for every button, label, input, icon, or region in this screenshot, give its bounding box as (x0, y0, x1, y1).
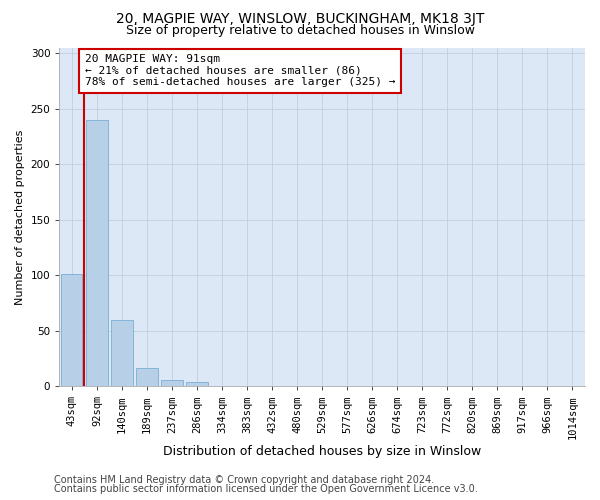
Text: Size of property relative to detached houses in Winslow: Size of property relative to detached ho… (125, 24, 475, 37)
Text: 20, MAGPIE WAY, WINSLOW, BUCKINGHAM, MK18 3JT: 20, MAGPIE WAY, WINSLOW, BUCKINGHAM, MK1… (116, 12, 484, 26)
Bar (187, 382, 208, 386)
Text: Contains HM Land Registry data © Crown copyright and database right 2024.: Contains HM Land Registry data © Crown c… (54, 475, 434, 485)
Bar (136, 368, 158, 386)
Bar (86, 120, 107, 386)
Bar (61, 274, 82, 386)
Bar (161, 380, 182, 386)
Bar (111, 320, 133, 386)
Text: Contains public sector information licensed under the Open Government Licence v3: Contains public sector information licen… (54, 484, 478, 494)
Y-axis label: Number of detached properties: Number of detached properties (15, 129, 25, 304)
Text: 20 MAGPIE WAY: 91sqm
← 21% of detached houses are smaller (86)
78% of semi-detac: 20 MAGPIE WAY: 91sqm ← 21% of detached h… (85, 54, 395, 88)
X-axis label: Distribution of detached houses by size in Winslow: Distribution of detached houses by size … (163, 444, 481, 458)
